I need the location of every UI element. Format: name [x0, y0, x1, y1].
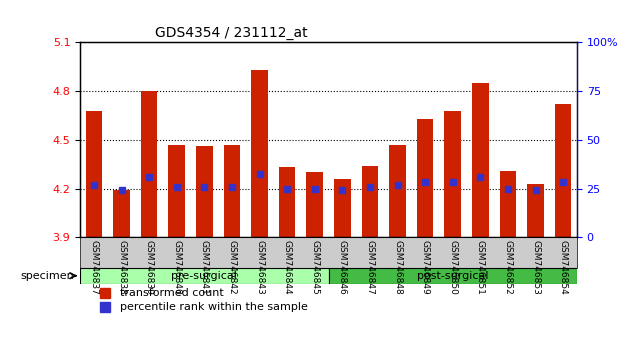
FancyBboxPatch shape	[328, 268, 577, 284]
Text: GDS4354 / 231112_at: GDS4354 / 231112_at	[154, 26, 307, 40]
Text: GSM746842: GSM746842	[228, 240, 237, 294]
Bar	[389, 145, 406, 237]
Bar	[86, 111, 102, 237]
Bar	[499, 171, 516, 237]
Bar	[196, 146, 213, 237]
Bar	[334, 179, 351, 237]
Text: GSM746854: GSM746854	[558, 240, 567, 294]
Bar	[417, 119, 433, 237]
Text: pre-surgical: pre-surgical	[171, 271, 237, 281]
Bar	[141, 91, 158, 237]
Bar	[113, 190, 129, 237]
Text: transformed count: transformed count	[120, 288, 224, 298]
Bar	[169, 145, 185, 237]
Text: GSM746851: GSM746851	[476, 240, 485, 295]
Text: GSM746849: GSM746849	[420, 240, 429, 294]
FancyBboxPatch shape	[80, 268, 328, 284]
Bar	[527, 184, 544, 237]
Text: GSM746848: GSM746848	[393, 240, 402, 294]
Text: GSM746852: GSM746852	[503, 240, 512, 294]
Text: GSM746853: GSM746853	[531, 240, 540, 295]
FancyBboxPatch shape	[80, 237, 577, 268]
Text: GSM746850: GSM746850	[448, 240, 457, 295]
Bar	[251, 70, 268, 237]
Text: specimen: specimen	[21, 271, 74, 281]
Bar	[279, 167, 296, 237]
Bar	[362, 166, 378, 237]
Text: GSM746844: GSM746844	[283, 240, 292, 294]
Bar	[472, 83, 488, 237]
Bar	[306, 172, 323, 237]
Bar	[555, 104, 571, 237]
Text: GSM746847: GSM746847	[365, 240, 374, 294]
Bar	[224, 145, 240, 237]
Text: GSM746843: GSM746843	[255, 240, 264, 294]
Text: GSM746846: GSM746846	[338, 240, 347, 294]
Bar	[444, 111, 461, 237]
Text: GSM746841: GSM746841	[200, 240, 209, 294]
Text: GSM746839: GSM746839	[145, 240, 154, 295]
Text: percentile rank within the sample: percentile rank within the sample	[120, 302, 308, 312]
Text: GSM746840: GSM746840	[172, 240, 181, 294]
Text: GSM746845: GSM746845	[310, 240, 319, 294]
Text: GSM746837: GSM746837	[90, 240, 99, 295]
Text: GSM746838: GSM746838	[117, 240, 126, 295]
Text: post-surgical: post-surgical	[417, 271, 488, 281]
